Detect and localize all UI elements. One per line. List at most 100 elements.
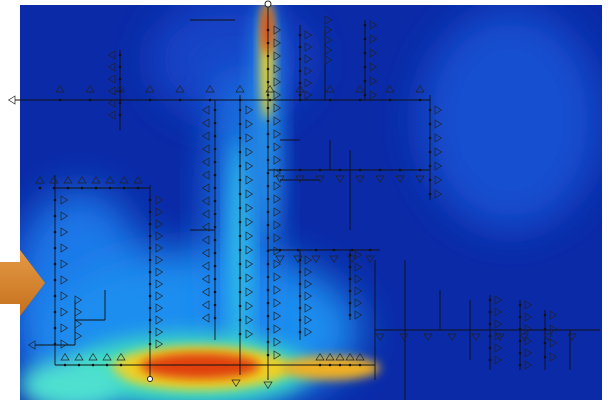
bus-node xyxy=(239,165,242,168)
bus-node xyxy=(81,187,84,190)
bus-node xyxy=(267,172,270,175)
bus-node xyxy=(267,237,270,240)
bus-node xyxy=(299,295,302,298)
bus-node xyxy=(239,207,242,210)
bus-node xyxy=(149,199,152,202)
bus-node xyxy=(333,249,336,252)
bus-node xyxy=(239,305,242,308)
bus-node xyxy=(239,123,242,126)
bus-node xyxy=(149,247,152,250)
bus-node xyxy=(279,169,282,172)
bus-node xyxy=(239,179,242,182)
bus-node xyxy=(519,352,522,355)
bus-node xyxy=(179,99,182,102)
bus-node xyxy=(419,169,422,172)
source-node xyxy=(265,1,271,7)
bus-node xyxy=(39,187,42,190)
bus-node xyxy=(54,215,57,218)
bus-node xyxy=(123,187,126,190)
bus-node xyxy=(214,239,217,242)
bus-node xyxy=(119,78,122,81)
bus-node xyxy=(299,169,302,172)
bus-node xyxy=(267,159,270,162)
bus-node xyxy=(137,187,140,190)
bus-node xyxy=(214,291,217,294)
bus-node xyxy=(519,340,522,343)
bus-node xyxy=(489,347,492,350)
bus-node xyxy=(364,66,367,69)
bus-node xyxy=(519,328,522,331)
bus-node xyxy=(267,341,270,344)
bus-node xyxy=(349,266,352,269)
bus-node xyxy=(54,231,57,234)
bus-node xyxy=(209,99,212,102)
bus-node xyxy=(267,94,270,97)
bus-node xyxy=(267,315,270,318)
bus-node xyxy=(149,211,152,214)
bus-node xyxy=(267,133,270,136)
bus-node xyxy=(429,109,432,112)
bus-node xyxy=(64,364,67,367)
bus-node xyxy=(214,135,217,138)
bus-node xyxy=(267,289,270,292)
bus-node xyxy=(299,46,302,49)
bus-node xyxy=(267,263,270,266)
node xyxy=(148,377,153,382)
bus-node xyxy=(54,199,57,202)
bus-node xyxy=(239,99,242,102)
bus-node xyxy=(544,328,547,331)
page: {} xyxy=(0,0,608,404)
bus-node xyxy=(544,356,547,359)
bus-node xyxy=(54,263,57,266)
bus-node xyxy=(267,107,270,110)
bus-node xyxy=(214,278,217,281)
bus-node xyxy=(239,249,242,252)
bus-node xyxy=(214,174,217,177)
bus-node xyxy=(214,226,217,229)
bus-node xyxy=(109,187,112,190)
bus-node xyxy=(544,342,547,345)
bus-node xyxy=(267,120,270,123)
bus-node xyxy=(419,99,422,102)
bus-node xyxy=(239,263,242,266)
bus-node xyxy=(119,102,122,105)
bus-node xyxy=(299,331,302,334)
bus-node xyxy=(214,252,217,255)
bus-node xyxy=(214,109,217,112)
bus-node xyxy=(364,94,367,97)
bus-node xyxy=(399,169,402,172)
bus-node xyxy=(149,295,152,298)
bus-node xyxy=(339,364,342,367)
bus-node xyxy=(519,304,522,307)
bus-node xyxy=(359,169,362,172)
bus-node xyxy=(389,99,392,102)
bus-node xyxy=(267,29,270,32)
bus-node xyxy=(239,277,242,280)
bus-node xyxy=(78,364,81,367)
bus-node xyxy=(369,249,372,252)
bus-node xyxy=(299,283,302,286)
bus-node xyxy=(319,364,322,367)
bus-node xyxy=(429,151,432,154)
bus-node xyxy=(54,311,57,314)
bus-node xyxy=(149,319,152,322)
bus-node xyxy=(267,224,270,227)
bus-node xyxy=(267,302,270,305)
bus-node xyxy=(299,307,302,310)
bus-node xyxy=(429,137,432,140)
bus-node xyxy=(429,179,432,182)
bus-node xyxy=(239,193,242,196)
bus-node xyxy=(149,99,152,102)
bus-node xyxy=(239,333,242,336)
bus-node xyxy=(239,109,242,112)
bus-node xyxy=(299,70,302,73)
bus-node xyxy=(519,316,522,319)
bus-node xyxy=(267,250,270,253)
bus-node xyxy=(54,343,57,346)
load-symbol xyxy=(9,96,15,104)
bus-node xyxy=(92,364,95,367)
bus-node xyxy=(267,68,270,71)
bus-node xyxy=(489,299,492,302)
bus-node xyxy=(149,259,152,262)
bus-node xyxy=(67,187,70,190)
